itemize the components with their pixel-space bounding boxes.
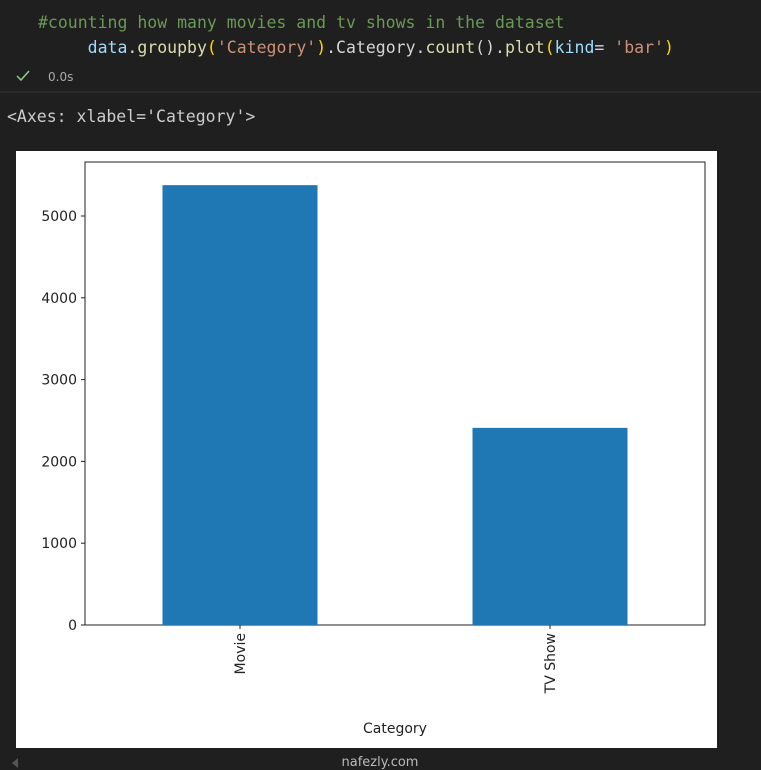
- token: (: [207, 38, 217, 57]
- token: ): [316, 38, 326, 57]
- token: plot: [505, 38, 545, 57]
- success-check: [16, 70, 30, 82]
- token: groupby: [137, 38, 207, 57]
- x-tick-label: Movie: [233, 633, 249, 674]
- token: (: [545, 38, 555, 57]
- y-tick-label: 5000: [41, 209, 77, 225]
- exec-time: 0.0s: [48, 70, 73, 84]
- token: ().: [475, 38, 505, 57]
- watermark: nafezly.com: [342, 755, 419, 770]
- plot-frame: [84, 161, 706, 626]
- token: count: [425, 38, 475, 57]
- token: ): [664, 38, 674, 57]
- token: =: [594, 38, 614, 57]
- token: kind: [555, 38, 595, 57]
- bar: [472, 427, 628, 625]
- token: .: [127, 38, 137, 57]
- token: 'Category': [217, 38, 316, 57]
- y-tick-label: 4000: [41, 291, 77, 307]
- x-tick-label: TV Show: [543, 633, 559, 694]
- y-tick-label: 1000: [41, 536, 77, 552]
- token: 'bar': [614, 38, 664, 57]
- token: .Category.: [326, 38, 425, 57]
- x-axis-label: Category: [363, 721, 427, 737]
- scroll-arrow[interactable]: [12, 758, 18, 768]
- code-line: data.groupby('Category').Category.count(…: [38, 38, 704, 57]
- y-tick-label: 3000: [41, 373, 77, 389]
- bar: [162, 185, 318, 625]
- code-cell: [0, 0, 761, 92]
- token: data: [88, 38, 128, 57]
- y-tick-label: 2000: [41, 454, 77, 470]
- code-comment: #counting how many movies and tv shows i…: [38, 13, 565, 32]
- output-text: <Axes: xlabel='Category'>: [7, 107, 255, 126]
- y-tick-label: 0: [68, 618, 77, 634]
